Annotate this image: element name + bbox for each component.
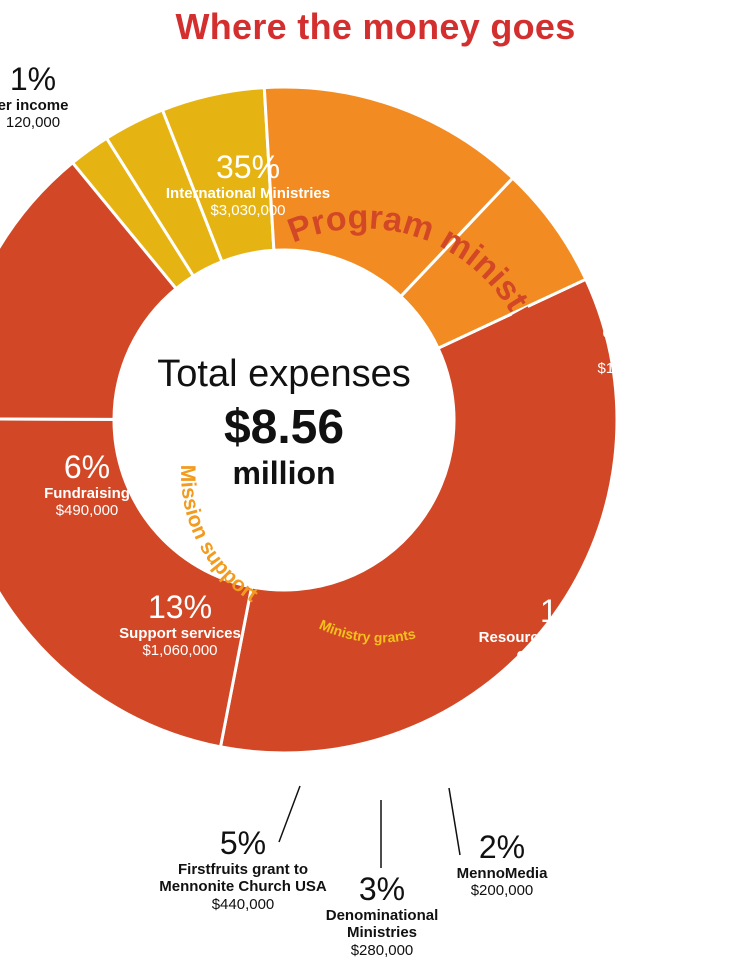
slice-percent: 22% bbox=[602, 289, 668, 325]
slice-percent: 14% bbox=[539, 593, 605, 629]
slice-name: Denominational Ministries bbox=[325, 907, 439, 942]
slice-name: Support services bbox=[119, 625, 241, 643]
slice-percent: 3% bbox=[358, 871, 406, 907]
leader-line-mennomedia bbox=[448, 787, 461, 856]
center-unit: million bbox=[232, 455, 336, 491]
slice-amount: $1,920,000 bbox=[597, 359, 673, 377]
slice-amount: $490,000 bbox=[55, 502, 119, 520]
center-title: Total expenses bbox=[157, 353, 411, 395]
slice-percent: 13% bbox=[147, 589, 213, 625]
slice-name: Christian Service bbox=[602, 325, 668, 360]
slice-label-christian-service: 22% Christian Service $1,920,000 bbox=[580, 289, 690, 377]
slice-percent: 1% bbox=[9, 61, 57, 97]
slice-label-support-services: 13% Support services $1,060,000 bbox=[95, 589, 265, 660]
slice-amount: $3,030,000 bbox=[210, 202, 286, 220]
slice-name: Fundraising bbox=[44, 485, 130, 503]
slice-amount: $200,000 bbox=[470, 882, 534, 900]
slice-percent: 35% bbox=[215, 149, 281, 185]
slice-amount: 120,000 bbox=[5, 114, 61, 132]
slice-label-international-ministries: 35% International Ministries $3,030,000 bbox=[118, 149, 378, 220]
slice-label-firstfruits-grant: 5% Firstfruits grant to Mennonite Church… bbox=[158, 825, 328, 913]
center-value: $8.56 bbox=[223, 401, 345, 454]
slice-percent: 2% bbox=[478, 829, 526, 865]
slice-percent: 6% bbox=[63, 449, 111, 485]
slice-percent: 5% bbox=[219, 825, 267, 861]
slice-amount: $1,140,000 bbox=[534, 663, 610, 681]
leader-line-firstfruits bbox=[278, 785, 301, 843]
slice-label-mennomedia: 2% MennoMedia $200,000 bbox=[432, 829, 572, 900]
slice-name: Firstfruits grant to Mennonite Church US… bbox=[159, 861, 327, 896]
slice-international-ministries bbox=[218, 277, 619, 755]
slice-label-fundraising: 6% Fundraising $490,000 bbox=[22, 449, 152, 520]
slice-label-resources-education: 14% Resources, education and communicati… bbox=[472, 593, 672, 681]
chart-title: Where the money goes bbox=[175, 6, 576, 47]
slice-amount: $1,060,000 bbox=[142, 642, 218, 660]
donut-hole bbox=[114, 250, 454, 590]
slice-amount: $440,000 bbox=[211, 895, 275, 913]
slice-label-denominational-ministries: 3% Denominational Ministries $280,000 bbox=[322, 871, 442, 959]
slice-label-other-income-partial: 1% er income 120,000 bbox=[0, 61, 98, 132]
slice-amount: $280,000 bbox=[350, 941, 414, 959]
slice-name: er income bbox=[0, 97, 69, 115]
slice-name: Resources, education and communication bbox=[478, 629, 666, 664]
slice-name: MennoMedia bbox=[456, 865, 548, 883]
slice-name: International Ministries bbox=[165, 185, 331, 203]
